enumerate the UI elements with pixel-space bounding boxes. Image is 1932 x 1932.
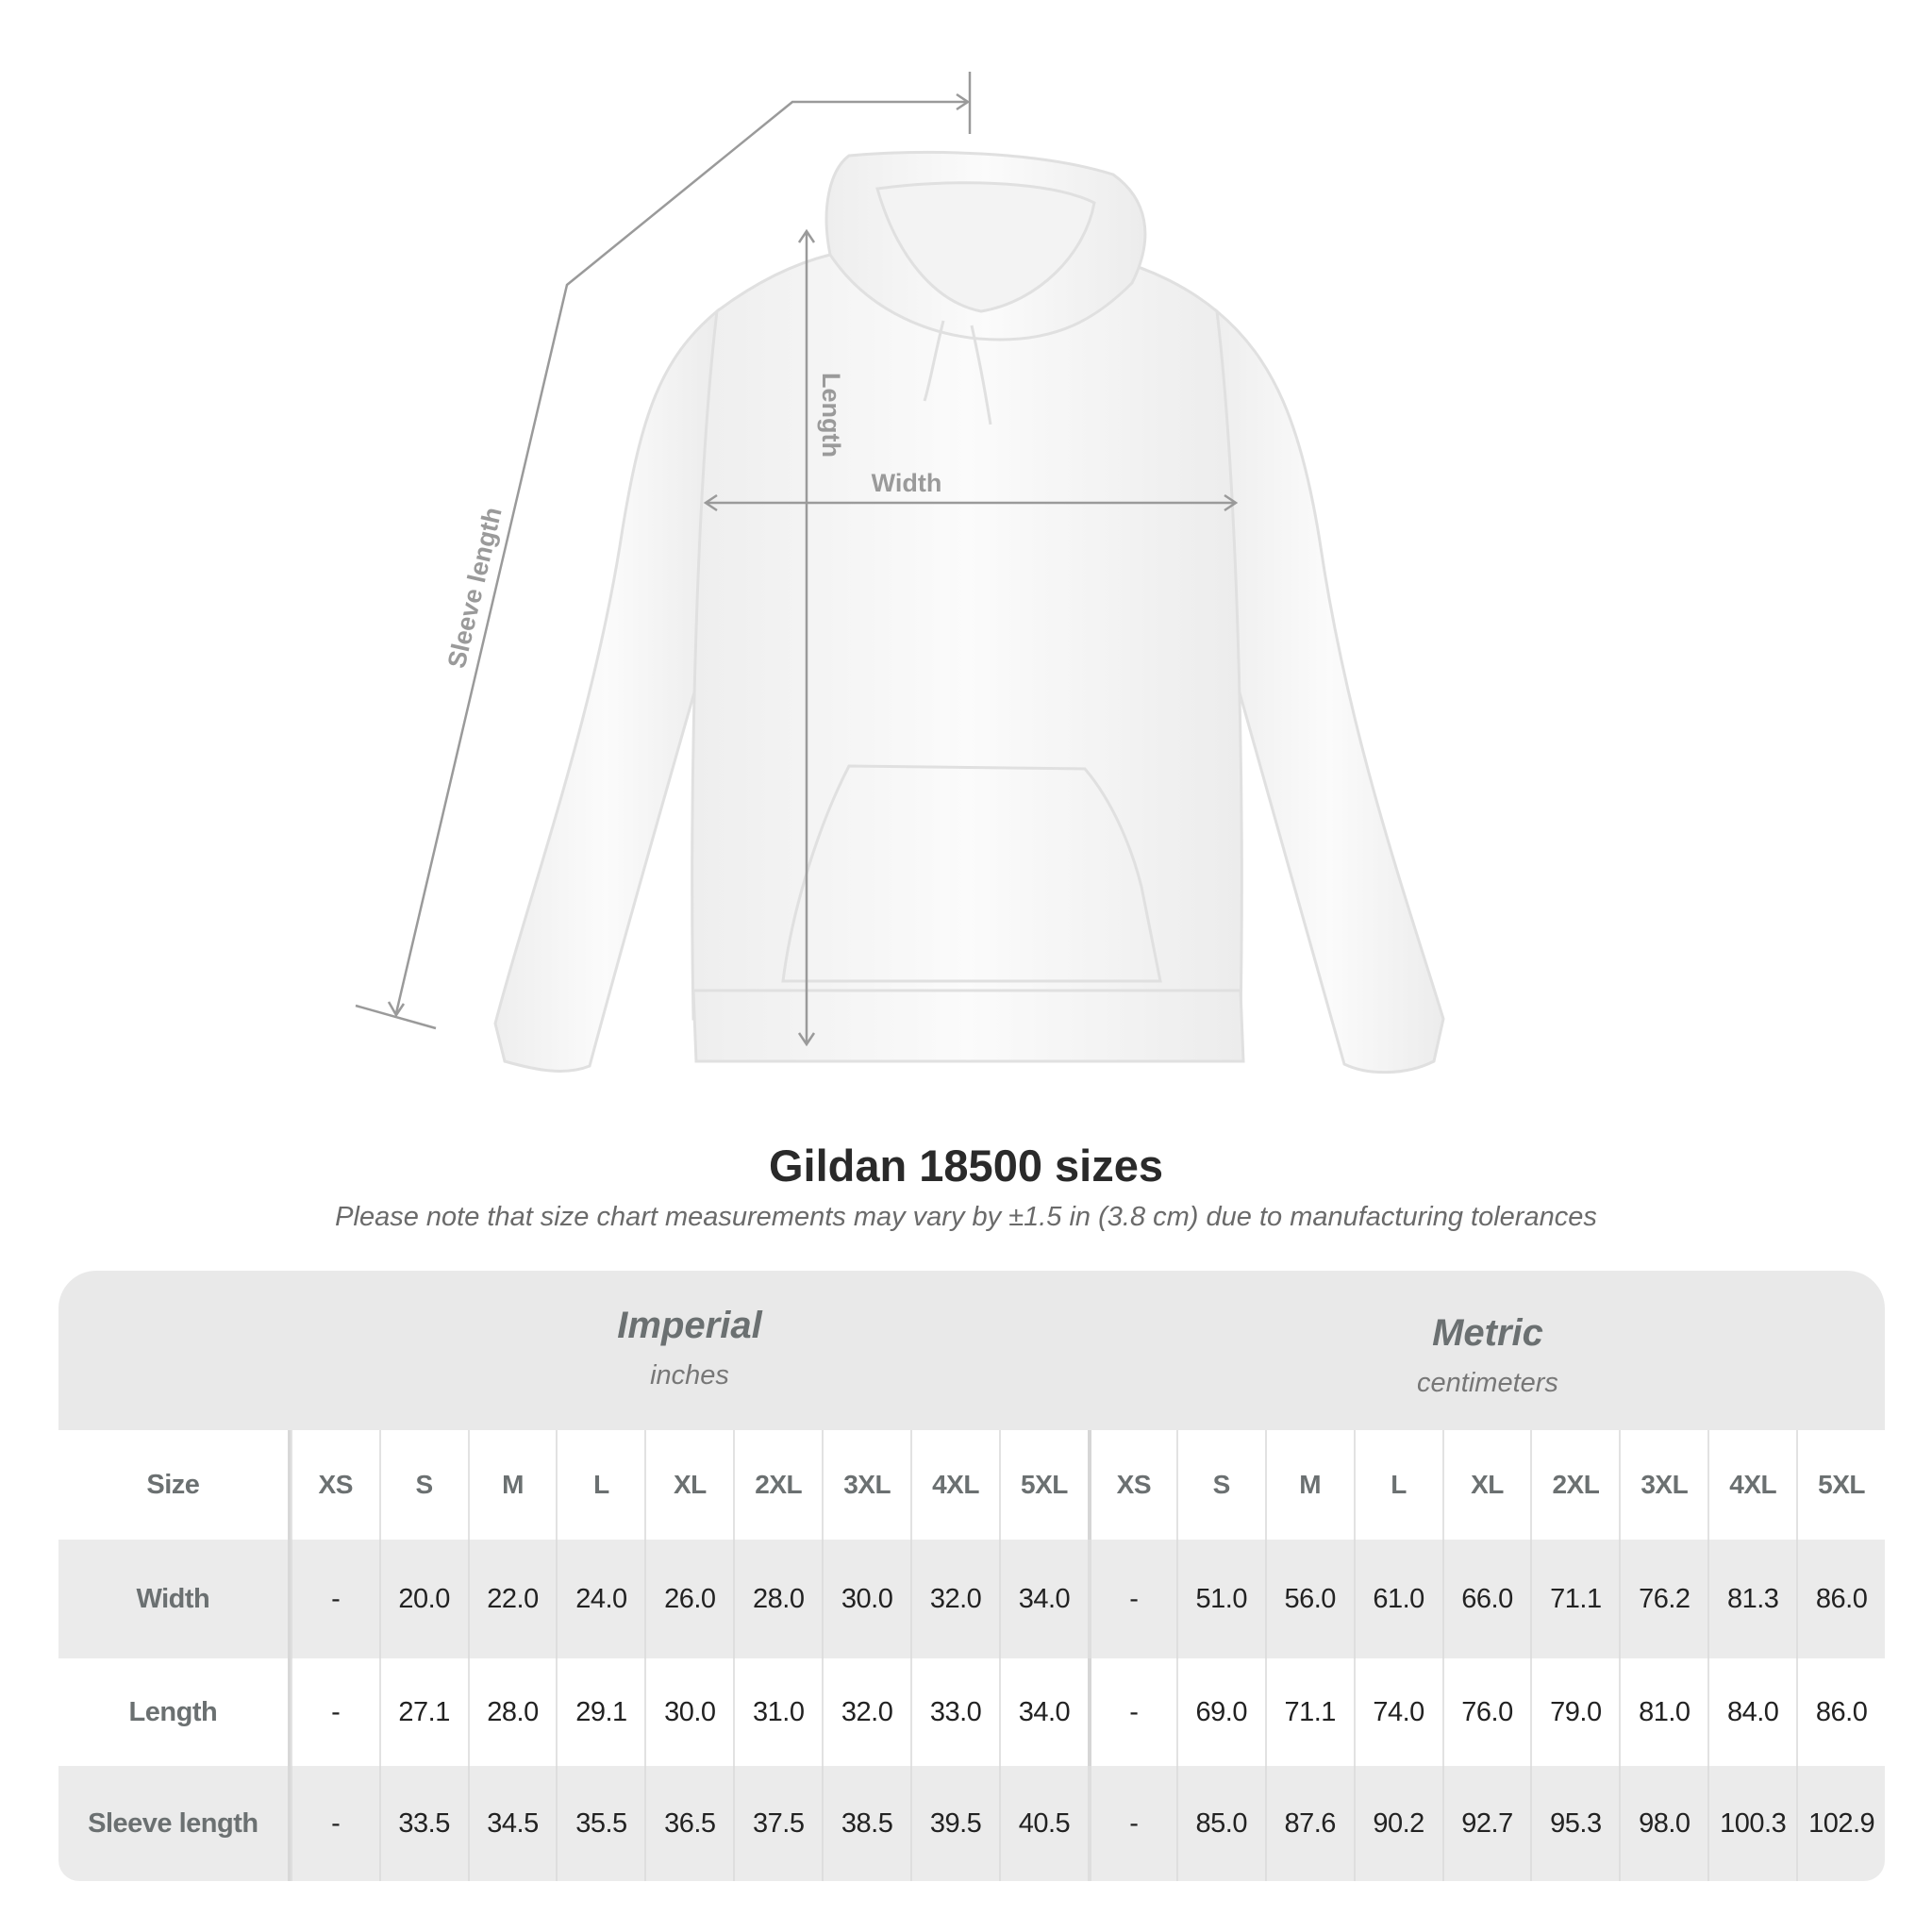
row-label: Sleeve length [58, 1766, 291, 1881]
imperial-value-cell: - [290, 1766, 379, 1881]
imperial-value-cell: 31.0 [733, 1658, 822, 1766]
imperial-value-cell: 39.5 [910, 1766, 999, 1881]
imperial-value-cell: 28.0 [733, 1540, 822, 1658]
imperial-size-m: M [467, 1430, 557, 1540]
metric-value-cell: 100.3 [1707, 1766, 1796, 1881]
metric-value-cell: 74.0 [1353, 1658, 1442, 1766]
imperial-size-xs: XS [290, 1430, 379, 1540]
imperial-size-2xl: 2XL [733, 1430, 822, 1540]
metric-value-cell: 69.0 [1175, 1658, 1265, 1766]
size-chart-table: Imperial inches Metric centimeters Size X… [58, 1271, 1885, 1881]
imperial-value-cell: 24.0 [556, 1540, 644, 1658]
metric-value-cell: 71.1 [1530, 1540, 1619, 1658]
imperial-value-cell: 29.1 [556, 1658, 644, 1766]
metric-size-2xl: 2XL [1530, 1430, 1619, 1540]
length-label: Length [817, 373, 845, 458]
metric-size-5xl: 5XL [1796, 1430, 1885, 1540]
metric-size-4xl: 4XL [1707, 1430, 1796, 1540]
imperial-value-cell: 35.5 [556, 1766, 644, 1881]
imperial-value-cell: 30.0 [822, 1540, 910, 1658]
imperial-value-cell: - [290, 1540, 379, 1658]
imperial-value-cell: 32.0 [910, 1540, 999, 1658]
metric-value-cell: 92.7 [1441, 1766, 1531, 1881]
row-label: Width [58, 1540, 291, 1658]
imperial-size-s: S [378, 1430, 468, 1540]
table-row-length: Length -27.1 28.0 29.1 30.0 31.0 32.0 33.0 34.0-… [58, 1658, 1885, 1766]
imperial-unit: inches [650, 1360, 729, 1391]
metric-value-cell: 81.0 [1619, 1658, 1707, 1766]
metric-size-m: M [1264, 1430, 1354, 1540]
imperial-value-cell: 33.0 [910, 1658, 999, 1766]
metric-value-cell: 85.0 [1175, 1766, 1265, 1881]
hoodie-measurement-diagram: Sleeve length Length Width [355, 72, 1445, 1074]
imperial-value-cell: 34.5 [467, 1766, 557, 1881]
imperial-value-cell: 37.5 [733, 1766, 822, 1881]
imperial-size-5xl: 5XL [999, 1430, 1088, 1540]
imperial-size-l: L [556, 1430, 644, 1540]
imperial-value-cell: 40.5 [999, 1766, 1088, 1881]
metric-value-cell: 71.1 [1264, 1658, 1354, 1766]
imperial-value-cell: 30.0 [644, 1658, 733, 1766]
metric-value-cell: 95.3 [1530, 1766, 1619, 1881]
metric-value-cell: 90.2 [1353, 1766, 1442, 1881]
metric-value-cell: 56.0 [1264, 1540, 1354, 1658]
hoodie-illustration [493, 151, 1445, 1074]
imperial-value-cell: 38.5 [822, 1766, 910, 1881]
imperial-value-cell: 20.0 [378, 1540, 468, 1658]
width-label: Width [872, 469, 942, 497]
metric-size-l: L [1353, 1430, 1442, 1540]
sleeve-length-label: Sleeve length [442, 505, 508, 671]
size-header-row: Size XS S M L XL 2XL 3XL 4XL 5XL XS S M L XL 2XL 3XL 4XL 5… [58, 1430, 1885, 1540]
imperial-size-xl: XL [644, 1430, 733, 1540]
metric-unit: centimeters [1417, 1368, 1558, 1398]
metric-value-cell: 79.0 [1530, 1658, 1619, 1766]
page-title: Gildan 18500 sizes [768, 1141, 1164, 1191]
imperial-value-cell: 28.0 [467, 1658, 557, 1766]
imperial-value-cell: 36.5 [644, 1766, 733, 1881]
metric-size-xl: XL [1441, 1430, 1531, 1540]
metric-value-cell: 66.0 [1441, 1540, 1531, 1658]
row-label: Length [58, 1658, 291, 1766]
metric-value-cell: 86.0 [1796, 1658, 1885, 1766]
metric-size-3xl: 3XL [1619, 1430, 1707, 1540]
metric-value-cell: 102.9 [1796, 1766, 1885, 1881]
imperial-value-cell: 34.0 [999, 1658, 1088, 1766]
imperial-label: Imperial [617, 1305, 762, 1346]
imperial-size-3xl: 3XL [822, 1430, 910, 1540]
imperial-value-cell: 26.0 [644, 1540, 733, 1658]
sleeve-length-line [394, 100, 966, 1014]
imperial-header: Imperial inches [291, 1305, 1089, 1391]
metric-value-cell: - [1087, 1766, 1176, 1881]
metric-size-xs: XS [1087, 1430, 1176, 1540]
metric-value-cell: 51.0 [1175, 1540, 1265, 1658]
metric-value-cell: 61.0 [1353, 1540, 1442, 1658]
imperial-value-cell: - [290, 1658, 379, 1766]
tolerance-note: Please note that size chart measurements… [335, 1202, 1597, 1232]
metric-size-s: S [1175, 1430, 1265, 1540]
metric-value-cell: 76.0 [1441, 1658, 1531, 1766]
imperial-value-cell: 33.5 [378, 1766, 468, 1881]
imperial-value-cell: 34.0 [999, 1540, 1088, 1658]
metric-value-cell: 81.3 [1707, 1540, 1796, 1658]
row-label-size: Size [58, 1430, 291, 1540]
metric-value-cell: 86.0 [1796, 1540, 1885, 1658]
unit-header-band: Imperial inches Metric centimeters [58, 1271, 1885, 1430]
imperial-size-4xl: 4XL [910, 1430, 999, 1540]
metric-value-cell: - [1087, 1658, 1176, 1766]
metric-value-cell: 84.0 [1707, 1658, 1796, 1766]
metric-value-cell: 76.2 [1619, 1540, 1707, 1658]
table-row-sleeve-length: Sleeve length -33.5 34.5 35.5 36.5 37.5 38.5 39… [58, 1766, 1885, 1881]
measurement-lines [355, 72, 1239, 1047]
metric-value-cell: 98.0 [1619, 1766, 1707, 1881]
metric-value-cell: 87.6 [1264, 1766, 1354, 1881]
metric-label: Metric [1432, 1312, 1543, 1354]
table-row-width: Width -20.0 22.0 24.0 26.0 28.0 30.0 32.0 34.0-5… [58, 1540, 1885, 1658]
imperial-value-cell: 32.0 [822, 1658, 910, 1766]
metric-header: Metric centimeters [1089, 1312, 1885, 1399]
imperial-value-cell: 27.1 [378, 1658, 468, 1766]
imperial-value-cell: 22.0 [467, 1540, 557, 1658]
metric-value-cell: - [1087, 1540, 1176, 1658]
